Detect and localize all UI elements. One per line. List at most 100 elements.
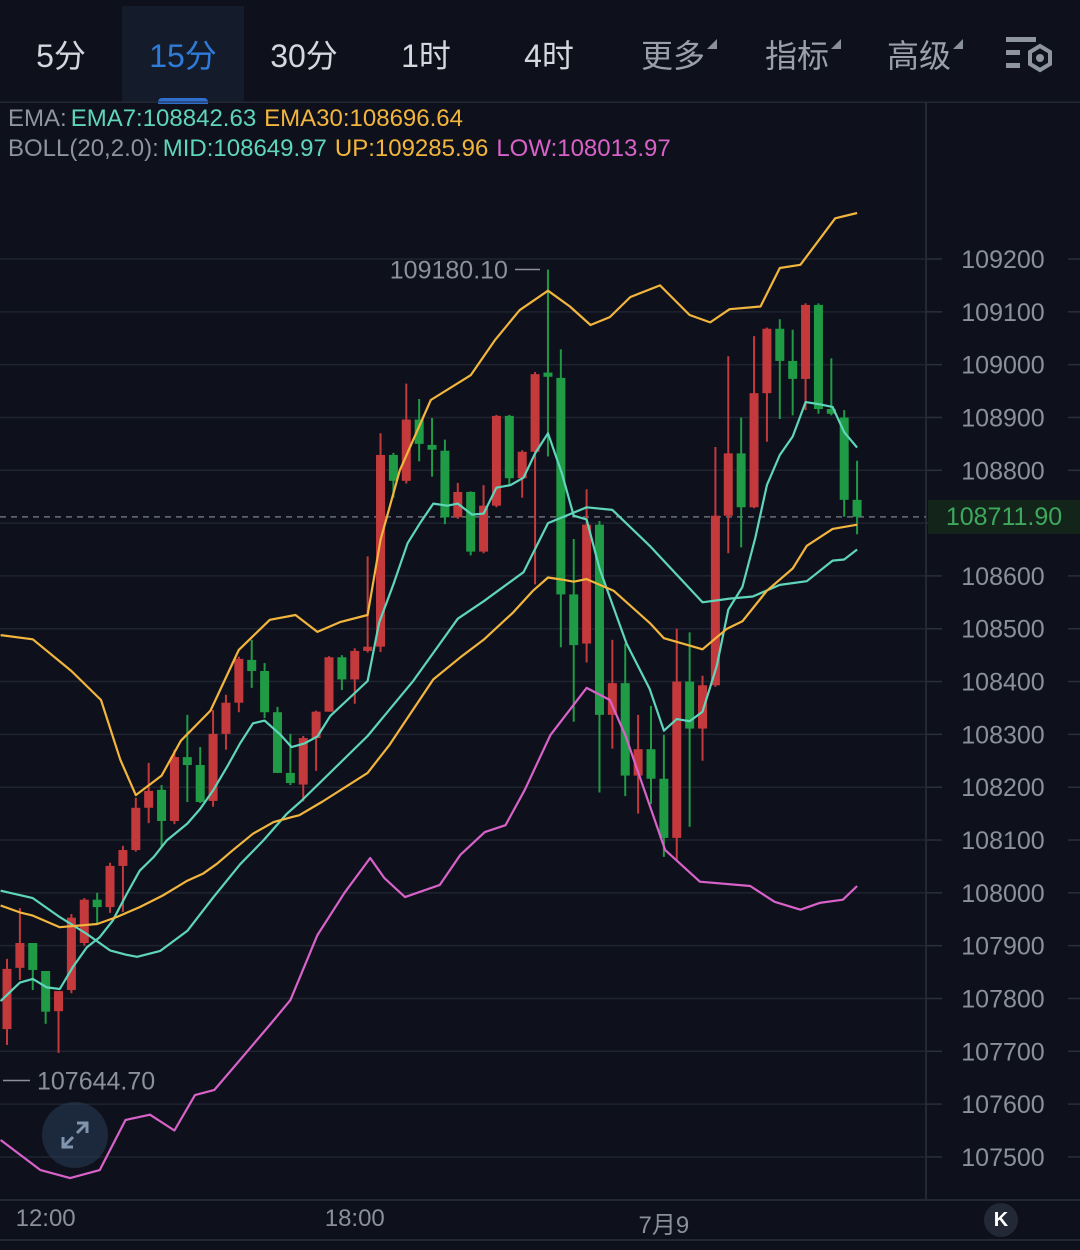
candle-body xyxy=(208,733,218,801)
candle-body xyxy=(272,712,282,773)
candle-body xyxy=(337,657,347,680)
tab-3[interactable]: 1时 xyxy=(365,6,487,102)
y-axis-label: 108400 xyxy=(961,669,1044,697)
candle xyxy=(801,303,811,411)
expand-arrows-icon xyxy=(61,1121,89,1149)
candle-body xyxy=(839,417,849,500)
tab-label: 15分 xyxy=(149,38,217,74)
candle xyxy=(788,329,798,416)
candle-body xyxy=(363,646,373,651)
tab-0[interactable]: 5分 xyxy=(0,6,122,102)
candle-body xyxy=(285,772,295,783)
candle xyxy=(28,943,38,991)
tab-label: 高级 xyxy=(887,31,963,77)
candle xyxy=(440,439,450,525)
candle xyxy=(479,485,489,554)
candle xyxy=(852,460,862,535)
y-axis-label: 108000 xyxy=(961,880,1044,908)
tab-label: 5分 xyxy=(36,38,86,74)
candle xyxy=(775,319,785,420)
candle-body xyxy=(633,749,643,776)
ema7-value: EMA7:108842.63 xyxy=(70,105,257,132)
candle-body xyxy=(504,415,514,479)
boll-low-line xyxy=(0,686,858,1180)
candle xyxy=(54,991,64,1053)
candle-body xyxy=(2,968,12,1030)
ema-prefix: EMA: xyxy=(8,105,67,132)
tab-5[interactable]: 更多 xyxy=(612,6,734,102)
tab-6[interactable]: 指标 xyxy=(736,6,858,102)
dropdown-caret-icon xyxy=(831,39,841,49)
x-axis-label: 7月9 xyxy=(638,1212,690,1239)
candle xyxy=(41,971,51,1024)
candle-body xyxy=(311,711,321,739)
candle xyxy=(2,958,12,1045)
y-axis-label: 107700 xyxy=(961,1038,1044,1066)
x-axis-label: 12:00 xyxy=(15,1205,76,1232)
boll-low-value: LOW:108013.97 xyxy=(496,135,671,162)
candle-body xyxy=(826,409,836,414)
candle-body xyxy=(517,451,527,479)
candle-body xyxy=(118,850,128,866)
tab-label: 4时 xyxy=(524,38,574,74)
y-axis-label: 109100 xyxy=(961,299,1044,327)
candle-body xyxy=(813,304,823,410)
candle-body xyxy=(852,499,862,517)
candle xyxy=(79,898,89,946)
y-axis-label: 108900 xyxy=(961,404,1044,432)
fullscreen-button[interactable] xyxy=(42,1102,108,1168)
candle-body xyxy=(749,393,759,508)
candle xyxy=(157,785,167,847)
dropdown-caret-icon xyxy=(953,39,963,49)
candle-body xyxy=(234,658,244,703)
candle xyxy=(569,538,579,722)
candle-body xyxy=(376,454,386,647)
boll-prefix: BOLL(20,2.0): xyxy=(8,135,159,162)
candle xyxy=(762,327,772,442)
tab-4[interactable]: 4时 xyxy=(488,6,610,102)
candle xyxy=(453,482,463,519)
candle-body xyxy=(607,683,617,715)
candle-body xyxy=(195,765,205,802)
candle xyxy=(182,714,192,802)
tab-7[interactable]: 高级 xyxy=(858,6,980,102)
candle xyxy=(582,489,592,663)
min-price-label: 107644.70 xyxy=(37,1068,155,1096)
tab-1[interactable]: 15分 xyxy=(122,6,244,104)
scroll-to-latest-button[interactable]: K xyxy=(984,1203,1018,1237)
candle-body xyxy=(620,683,630,776)
candle xyxy=(92,892,102,926)
candle xyxy=(543,269,553,457)
candle-body xyxy=(762,328,772,394)
candle xyxy=(298,735,308,802)
candle xyxy=(839,410,849,517)
candle-body xyxy=(723,453,733,516)
y-axis-label: 109000 xyxy=(961,352,1044,380)
tab-2[interactable]: 30分 xyxy=(243,6,365,102)
candle xyxy=(427,417,437,477)
candle xyxy=(15,908,25,980)
candle xyxy=(491,414,501,508)
tab-label: 更多 xyxy=(641,31,717,77)
candle xyxy=(685,632,695,827)
candle xyxy=(594,520,604,793)
candle-body xyxy=(801,304,811,379)
candle xyxy=(324,656,334,712)
boll-up-line xyxy=(0,211,858,797)
candle xyxy=(646,705,656,805)
candle-body xyxy=(659,778,669,838)
settings-button[interactable] xyxy=(1004,34,1056,78)
candle-body xyxy=(388,454,398,481)
candle-body xyxy=(131,807,141,851)
x-axis-label: 18:00 xyxy=(324,1205,385,1232)
candle-body xyxy=(28,943,38,970)
candle-body xyxy=(157,789,167,822)
candle xyxy=(556,349,566,648)
candle-body xyxy=(685,681,695,729)
plot-area: 109180.10 107644.70 xyxy=(0,211,926,1180)
candle xyxy=(260,663,270,719)
candle xyxy=(337,655,347,691)
candle xyxy=(672,628,682,861)
candle xyxy=(131,797,141,852)
